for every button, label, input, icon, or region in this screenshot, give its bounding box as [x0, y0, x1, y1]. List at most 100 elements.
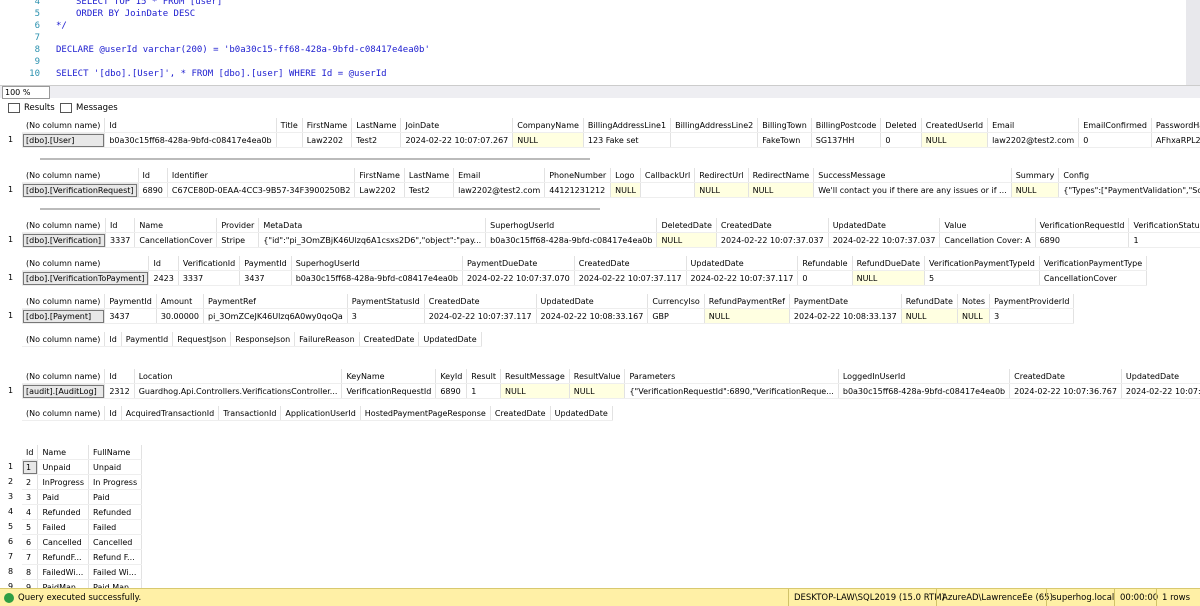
- grid-cell[interactable]: NULL: [921, 132, 989, 148]
- grid-cell[interactable]: NULL: [610, 182, 641, 198]
- grid-cell[interactable]: 2024-02-22 10:07:07.267: [400, 132, 514, 148]
- grid-cell[interactable]: Cancelled: [88, 534, 143, 550]
- grid-cell[interactable]: Law2202: [302, 132, 353, 148]
- grid-cell[interactable]: Unpaid: [37, 459, 90, 475]
- grid-cell[interactable]: 1: [1128, 232, 1200, 248]
- grid-cell[interactable]: 9: [22, 579, 39, 588]
- grid-cell[interactable]: 2024-02-22 10:07:36.767: [1009, 383, 1122, 399]
- data-row[interactable]: 7 RefundF... Refund F...: [22, 549, 143, 565]
- grid-cell[interactable]: [670, 132, 759, 148]
- grid-cell[interactable]: PaidMan...: [37, 579, 90, 588]
- data-row[interactable]: [dbo].[Payment] 3437 30.00000 pi_3OmZCeJK46…: [22, 308, 1075, 324]
- query-editor[interactable]: 4 SELECT TOP 15 * FROM [user] 5 ORDER BY Jo…: [0, 0, 1186, 85]
- grid-cell[interactable]: 44121231212: [544, 182, 612, 198]
- grid-cell[interactable]: [dbo].[Verification]: [22, 232, 107, 248]
- data-row[interactable]: 8 FailedWi... Failed Wi...: [22, 564, 143, 580]
- grid-cell[interactable]: Failed Wi...: [88, 564, 143, 580]
- grid-cell[interactable]: b0a30c15ff68-428a-9bfd-c08417e4ea0b: [104, 132, 277, 148]
- grid-cell[interactable]: [dbo].[Payment]: [22, 308, 106, 324]
- grid-cell[interactable]: [dbo].[User]: [22, 132, 106, 148]
- grid-cell[interactable]: GBP: [647, 308, 705, 324]
- grid-cell[interactable]: NULL: [694, 182, 749, 198]
- grid-cell[interactable]: NULL: [748, 182, 815, 198]
- grid-cell[interactable]: We'll contact you if there are any issue…: [813, 182, 1012, 198]
- grid-cell[interactable]: 5: [924, 270, 1040, 286]
- scrollbar[interactable]: [1186, 0, 1200, 85]
- grid-cell[interactable]: b0a30c15ff68-428a-9bfd-c08417e4ea0b: [838, 383, 1011, 399]
- grid-cell[interactable]: 2312: [104, 383, 135, 399]
- grid-cell[interactable]: 2024-02-22 10:07:37.117: [574, 270, 687, 286]
- grid-cell[interactable]: Paid: [37, 489, 90, 505]
- data-row[interactable]: [dbo].[Verification] 3337 CancellationCove…: [22, 232, 1200, 248]
- grid-cell[interactable]: VerificationRequestId: [341, 383, 437, 399]
- grid-cell[interactable]: Law2202: [354, 182, 405, 198]
- grid-cell[interactable]: 0: [1078, 132, 1152, 148]
- grid-cell[interactable]: 2423: [148, 270, 179, 286]
- grid-cell[interactable]: Refunded: [88, 504, 143, 520]
- grid-cell[interactable]: 3: [22, 489, 39, 505]
- grid-cell[interactable]: 0: [880, 132, 922, 148]
- grid-cell[interactable]: InProgress: [37, 474, 90, 490]
- zoom-select[interactable]: 100 %: [2, 86, 50, 99]
- grid-cell[interactable]: Unpaid: [88, 459, 143, 475]
- grid-cell[interactable]: law2202@test2.com: [453, 182, 546, 198]
- grid-cell[interactable]: 3337: [105, 232, 136, 248]
- grid-cell[interactable]: Refunded: [37, 504, 90, 520]
- grid-cell[interactable]: 6: [22, 534, 39, 550]
- grid-cell[interactable]: 1: [466, 383, 501, 399]
- data-row[interactable]: 9 PaidMan... Paid Man...: [22, 579, 143, 588]
- grid-cell[interactable]: 30.00000: [156, 308, 204, 324]
- grid-cell[interactable]: 7: [22, 549, 39, 565]
- grid-cell[interactable]: 1: [22, 459, 39, 475]
- grid-cell[interactable]: {"Types":["PaymentValidation","Screening…: [1058, 182, 1200, 198]
- grid-cell[interactable]: NULL: [852, 270, 926, 286]
- grid-cell[interactable]: {"VerificationRequestId":6890,"Verificat…: [624, 383, 839, 399]
- grid-cell[interactable]: 4: [22, 504, 39, 520]
- grid-cell[interactable]: 3337: [178, 270, 241, 286]
- data-row[interactable]: 2 InProgress In Progress: [22, 474, 143, 490]
- grid-cell[interactable]: 2: [22, 474, 39, 490]
- grid-cell[interactable]: [640, 182, 696, 198]
- data-row[interactable]: 6 Cancelled Cancelled: [22, 534, 143, 550]
- grid-cell[interactable]: 2024-02-22 10:07:37.070: [462, 270, 575, 286]
- grid-cell[interactable]: Test2: [404, 182, 455, 198]
- grid-cell[interactable]: 3: [989, 308, 1075, 324]
- grid-cell[interactable]: 6890: [138, 182, 168, 198]
- grid-cell[interactable]: C67CE80D-0EAA-4CC3-9B57-34F3900250B2: [167, 182, 356, 198]
- grid-cell[interactable]: [dbo].[VerificationToPayment]: [22, 270, 150, 286]
- grid-cell[interactable]: NULL: [500, 383, 570, 399]
- data-row[interactable]: [dbo].[VerificationToPayment] 2423 3337 343…: [22, 270, 1148, 286]
- grid-cell[interactable]: FailedWi...: [37, 564, 90, 580]
- grid-cell[interactable]: 6890: [435, 383, 468, 399]
- grid-cell[interactable]: [dbo].[VerificationRequest]: [22, 182, 139, 198]
- grid-cell[interactable]: 123 Fake set: [583, 132, 672, 148]
- result-tab[interactable]: Results: [8, 101, 55, 115]
- grid-cell[interactable]: pi_3OmZCeJK46Ulzq6A0wy0qoQa: [203, 308, 348, 324]
- grid-cell[interactable]: NULL: [569, 383, 626, 399]
- grid-cell[interactable]: AFhxaRPL2dyRyl1wg8G2DTN2: [1151, 132, 1200, 148]
- grid-cell[interactable]: {"id":"pi_3OmZBjK46Ulzq6A1csxs2D6","obje…: [258, 232, 487, 248]
- data-row[interactable]: 5 Failed Failed: [22, 519, 143, 535]
- grid-cell[interactable]: NULL: [704, 308, 790, 324]
- grid-cell[interactable]: [276, 132, 303, 148]
- grid-cell[interactable]: Paid Man...: [88, 579, 143, 588]
- grid-cell[interactable]: 2024-02-22 10:08:33.167: [536, 308, 649, 324]
- grid-cell[interactable]: Cancellation Cover: A: [939, 232, 1036, 248]
- grid-cell[interactable]: NULL: [512, 132, 584, 148]
- grid-cell[interactable]: b0a30c15ff68-428a-9bfd-c08417e4ea0b: [485, 232, 658, 248]
- grid-cell[interactable]: 8: [22, 564, 39, 580]
- grid-cell[interactable]: 2024-02-22 10:07:37.037: [828, 232, 941, 248]
- grid-cell[interactable]: CancellationCover: [134, 232, 218, 248]
- data-row[interactable]: [audit].[AuditLog] 2312 Guardhog.Api.Contr…: [22, 383, 1200, 399]
- grid-cell[interactable]: NULL: [957, 308, 991, 324]
- data-row[interactable]: 4 Refunded Refunded: [22, 504, 143, 520]
- grid-cell[interactable]: 2024-02-22 10:07:37.117: [424, 308, 537, 324]
- data-row[interactable]: 3 Paid Paid: [22, 489, 143, 505]
- grid-cell[interactable]: Stripe: [216, 232, 260, 248]
- grid-cell[interactable]: Failed: [88, 519, 143, 535]
- grid-cell[interactable]: Test2: [351, 132, 402, 148]
- grid-cell[interactable]: 0: [797, 270, 853, 286]
- grid-cell[interactable]: Refund F...: [88, 549, 143, 565]
- grid-cell[interactable]: 6890: [1035, 232, 1130, 248]
- grid-cell[interactable]: [audit].[AuditLog]: [22, 383, 106, 399]
